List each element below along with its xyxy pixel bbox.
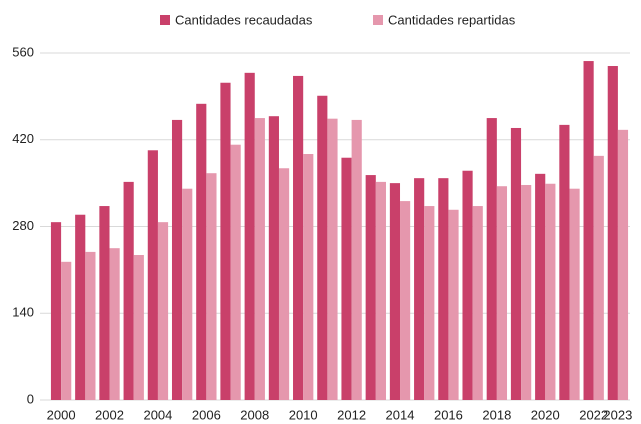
bar bbox=[472, 206, 483, 400]
bar bbox=[182, 188, 193, 400]
x-tick-label: 2018 bbox=[482, 407, 511, 422]
y-tick-label: 420 bbox=[12, 131, 34, 146]
bar bbox=[400, 201, 411, 400]
x-tick-label: 2012 bbox=[337, 407, 366, 422]
x-tick-label: 2010 bbox=[289, 407, 318, 422]
bar bbox=[220, 82, 231, 400]
legend-label: Cantidades recaudadas bbox=[175, 12, 313, 27]
x-tick-label: 2022 bbox=[579, 407, 608, 422]
bar bbox=[171, 119, 183, 401]
bar bbox=[365, 175, 376, 400]
bar bbox=[535, 173, 546, 400]
x-tick-label: 2020 bbox=[531, 407, 560, 422]
bar bbox=[327, 118, 338, 401]
bar bbox=[206, 173, 217, 400]
y-tick-label: 0 bbox=[27, 391, 34, 406]
bar bbox=[389, 183, 401, 400]
bar bbox=[583, 61, 594, 400]
bar bbox=[50, 222, 62, 400]
legend-swatch bbox=[160, 15, 170, 25]
x-tick-label: 2000 bbox=[47, 407, 76, 422]
bar bbox=[617, 129, 629, 401]
bar bbox=[244, 72, 255, 400]
bar bbox=[424, 206, 435, 400]
bar bbox=[545, 183, 556, 400]
bar bbox=[85, 251, 96, 400]
bar bbox=[607, 66, 618, 400]
bar bbox=[486, 118, 497, 400]
y-tick-label: 560 bbox=[12, 44, 34, 59]
bar bbox=[317, 95, 328, 400]
y-tick-label: 140 bbox=[12, 305, 34, 320]
legend-label: Cantidades repartidas bbox=[388, 12, 516, 27]
x-tick-label: 2006 bbox=[192, 407, 221, 422]
bar bbox=[75, 214, 86, 400]
bar bbox=[521, 184, 532, 400]
bar bbox=[510, 127, 522, 401]
bar bbox=[109, 248, 120, 400]
bar bbox=[157, 222, 169, 400]
bar bbox=[448, 209, 459, 400]
bar bbox=[293, 75, 304, 400]
x-tick-label: 2023 bbox=[603, 407, 632, 422]
bar bbox=[462, 170, 473, 400]
x-tick-label: 2004 bbox=[143, 407, 172, 422]
bar bbox=[438, 178, 449, 400]
bar bbox=[414, 178, 425, 400]
bar bbox=[559, 124, 570, 400]
bar bbox=[303, 154, 314, 400]
bar bbox=[147, 150, 158, 400]
bar bbox=[351, 119, 362, 401]
bar bbox=[230, 144, 241, 400]
y-tick-label: 280 bbox=[12, 218, 34, 233]
bar bbox=[496, 186, 508, 400]
x-tick-label: 2002 bbox=[95, 407, 124, 422]
bar bbox=[61, 261, 72, 400]
bar bbox=[593, 155, 604, 400]
legend-swatch bbox=[373, 15, 383, 25]
bar bbox=[569, 188, 580, 400]
bar bbox=[123, 181, 134, 400]
bar bbox=[254, 118, 265, 400]
x-tick-label: 2014 bbox=[386, 407, 415, 422]
bar bbox=[133, 255, 144, 400]
bar bbox=[375, 181, 386, 400]
x-tick-label: 2008 bbox=[240, 407, 269, 422]
bar bbox=[341, 157, 352, 400]
bar bbox=[268, 116, 279, 400]
x-tick-label: 2016 bbox=[434, 407, 463, 422]
bar bbox=[196, 103, 207, 400]
bar bbox=[278, 168, 290, 400]
bar bbox=[99, 206, 110, 400]
